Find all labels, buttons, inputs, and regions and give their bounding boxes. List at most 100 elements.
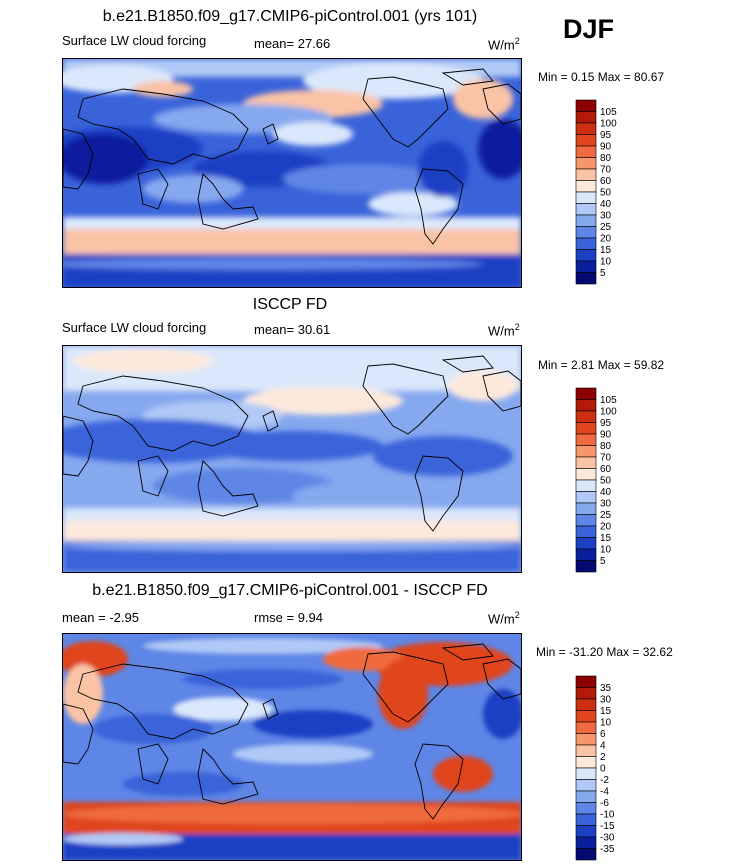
colorbar-swatch — [575, 675, 597, 688]
colorbar-level-label: 70 — [600, 453, 612, 464]
colorbar-level-label: 95 — [600, 418, 612, 429]
colorbar-swatch — [575, 514, 597, 527]
colorbar-swatch — [575, 721, 597, 734]
colorbar-level-label: 10 — [600, 718, 612, 729]
colorbar-level-label: -15 — [600, 821, 615, 832]
panel3-rmse: rmse = 9.94 — [254, 610, 324, 625]
colorbar-level-label: -2 — [600, 775, 609, 786]
colorbar-swatch — [575, 237, 597, 250]
colorbar-swatch — [575, 698, 597, 711]
colorbar-swatch — [575, 710, 597, 723]
colorbar-level-label: 20 — [600, 522, 612, 533]
colorbar-level-label: 50 — [600, 476, 612, 487]
panel3-units: W/m2 — [488, 610, 520, 627]
colorbar-level-label: 100 — [600, 407, 617, 418]
colorbar-swatch — [575, 456, 597, 469]
colorbar-swatch — [575, 468, 597, 481]
colorbar-level-label: 60 — [600, 464, 612, 475]
colorbar-level-label: 70 — [600, 165, 612, 176]
colorbar-swatch — [575, 226, 597, 239]
colorbar-swatch — [575, 767, 597, 780]
colorbar-swatch — [575, 422, 597, 435]
colorbar-level-label: 95 — [600, 130, 612, 141]
colorbar-swatch — [575, 145, 597, 158]
colorbar-swatch — [575, 790, 597, 803]
colorbar-swatch — [575, 479, 597, 492]
colorbar-swatch — [575, 836, 597, 849]
colorbar-level-label: 105 — [600, 107, 617, 118]
panel2-minmax: Min = 2.81 Max = 59.82 — [538, 358, 665, 372]
panel3-title: b.e21.B1850.f09_g17.CMIP6-piControl.001 … — [92, 582, 488, 599]
colorbar-swatch — [575, 272, 597, 285]
colorbar-level-label: 15 — [600, 245, 612, 256]
colorbar-level-label: 50 — [600, 188, 612, 199]
colorbar-level-label: 4 — [600, 741, 606, 752]
colorbar-level-label: 90 — [600, 142, 612, 153]
colorbar-swatch — [575, 756, 597, 769]
colorbar-level-label: 15 — [600, 706, 612, 717]
colorbar-level-label: 5 — [600, 556, 606, 567]
colorbar-swatch — [575, 214, 597, 227]
colorbar-level-label: 30 — [600, 211, 612, 222]
colorbar-level-label: 40 — [600, 199, 612, 210]
colorbar-swatch — [575, 168, 597, 181]
colorbar-swatch — [575, 249, 597, 262]
colorbar-level-label: 60 — [600, 176, 612, 187]
panel1-colorbar: 105 100 95 90 80 70 60 50 40 30 25 20 15 10 5 — [575, 99, 656, 285]
season-label: DJF — [563, 14, 615, 44]
colorbar-level-label: 2 — [600, 752, 606, 763]
colorbar-swatch — [575, 111, 597, 124]
colorbar-level-label: 25 — [600, 510, 612, 521]
colorbar-level-label: 10 — [600, 257, 612, 268]
colorbar-level-label: 30 — [600, 499, 612, 510]
colorbar-level-label: -6 — [600, 798, 609, 809]
colorbar-swatch — [575, 848, 597, 861]
panel1-minmax: Min = 0.15 Max = 80.67 — [538, 70, 665, 84]
colorbar-level-label: 80 — [600, 441, 612, 452]
colorbar-swatch — [575, 260, 597, 273]
colorbar-swatch — [575, 779, 597, 792]
colorbar-level-label: 15 — [600, 533, 612, 544]
colorbar-level-label: 10 — [600, 545, 612, 556]
colorbar-level-label: 25 — [600, 222, 612, 233]
panel3-mean: mean = -2.95 — [62, 610, 139, 625]
panel3-map-svg — [63, 634, 521, 860]
colorbar-swatch — [575, 191, 597, 204]
colorbar-level-label: 90 — [600, 430, 612, 441]
colorbar-swatch — [575, 387, 597, 400]
colorbar-swatch — [575, 491, 597, 504]
panel2-map-svg — [63, 346, 521, 572]
panel2-variable: Surface LW cloud forcing — [62, 320, 207, 335]
colorbar-level-label: 40 — [600, 487, 612, 498]
colorbar-level-label: 105 — [600, 395, 617, 406]
panel2-units: W/m2 — [488, 322, 520, 339]
panel1-map-svg — [63, 59, 521, 287]
colorbar-level-label: 5 — [600, 268, 606, 279]
colorbar-swatch — [575, 560, 597, 573]
panel1-variable: Surface LW cloud forcing — [62, 33, 207, 48]
colorbar-level-label: 80 — [600, 153, 612, 164]
panel2-mean: mean= 30.61 — [254, 322, 331, 337]
colorbar-swatch — [575, 157, 597, 170]
colorbar-swatch — [575, 548, 597, 561]
panel3-minmax: Min = -31.20 Max = 32.62 — [536, 645, 673, 659]
colorbar-swatch — [575, 537, 597, 550]
colorbar-level-label: -4 — [600, 787, 609, 798]
colorbar-swatch — [575, 433, 597, 446]
colorbar-level-label: 30 — [600, 695, 612, 706]
panel3-colorbar: 35 30 15 10 6 4 2 0 -2 -4 -6 -10 -15 -30 -35 — [575, 675, 656, 861]
panel2-colorbar: 105 100 95 90 80 70 60 50 40 30 25 20 15 10 5 — [575, 387, 656, 573]
colorbar-swatch — [575, 733, 597, 746]
colorbar-level-label: -35 — [600, 844, 615, 855]
colorbar-level-label: -30 — [600, 833, 615, 844]
colorbar-swatch — [575, 180, 597, 193]
colorbar-level-label: 100 — [600, 119, 617, 130]
panel3-map — [62, 633, 522, 861]
panel1-units: W/m2 — [488, 36, 520, 53]
colorbar-swatch — [575, 134, 597, 147]
colorbar-swatch — [575, 525, 597, 538]
colorbar-swatch — [575, 687, 597, 700]
